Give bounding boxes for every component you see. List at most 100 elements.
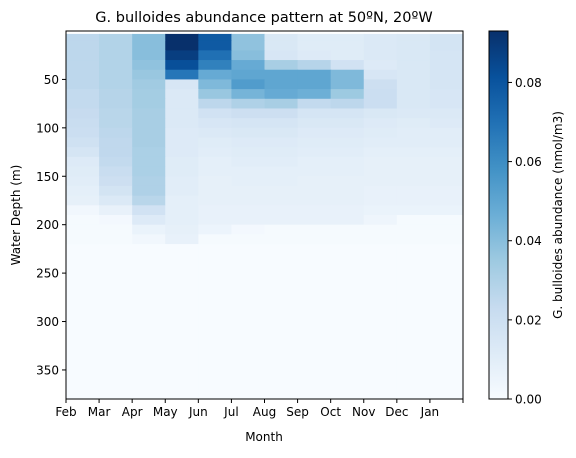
heatmap-cell — [297, 40, 332, 51]
heatmap-cell — [99, 147, 133, 158]
heatmap-cell — [297, 118, 332, 129]
heatmap-cell — [396, 195, 431, 206]
heatmap-cell — [330, 215, 365, 226]
heatmap-cell — [165, 224, 199, 235]
heatmap-cell — [429, 33, 464, 42]
heatmap-cell — [231, 156, 266, 168]
heatmap-cell — [165, 215, 199, 226]
heatmap-cell — [231, 195, 266, 206]
x-tick-label: Jul — [223, 405, 238, 419]
heatmap-cell — [264, 118, 299, 129]
heatmap-cell — [165, 79, 199, 90]
x-tick-label: Mar — [88, 405, 111, 419]
heatmap-cell — [231, 69, 266, 81]
heatmap-cell — [330, 244, 365, 400]
heatmap-cell — [363, 137, 398, 148]
heatmap-cell — [165, 118, 199, 129]
heatmap-cell — [165, 176, 199, 187]
heatmap-cell — [66, 147, 100, 158]
heatmap-cell — [165, 40, 199, 51]
heatmap-cell — [99, 156, 133, 168]
colorbar-tick-label: 0.02 — [515, 313, 542, 327]
heatmap-cell — [330, 127, 365, 139]
heatmap-cell — [429, 244, 464, 400]
heatmap-cell — [396, 118, 431, 129]
colorbar-tick-label: 0.08 — [515, 76, 542, 90]
y-tick-label: 300 — [36, 315, 59, 329]
heatmap-cell — [99, 89, 133, 100]
heatmap-cell — [231, 166, 266, 177]
heatmap-cell — [396, 224, 431, 235]
x-tick-label: Feb — [55, 405, 76, 419]
heatmap-cell — [231, 118, 266, 129]
heatmap-cell — [132, 156, 166, 168]
heatmap-cell — [198, 40, 233, 51]
heatmap-cell — [264, 79, 299, 90]
heatmap-cell — [165, 60, 199, 71]
heatmap-cell — [165, 127, 199, 139]
heatmap-cell — [429, 166, 464, 177]
x-tick-label: Apr — [122, 405, 143, 419]
heatmap-cell — [132, 195, 166, 206]
heatmap-cell — [132, 33, 166, 42]
heatmap-cell — [66, 69, 100, 81]
heatmap-cell — [132, 60, 166, 71]
x-tick-label: Jan — [420, 405, 440, 419]
heatmap-cell — [66, 118, 100, 129]
heatmap-cell — [198, 108, 233, 119]
heatmap-cell — [99, 79, 133, 90]
y-tick-label: 150 — [36, 170, 59, 184]
heatmap-cell — [99, 50, 133, 61]
heatmap-cell — [198, 79, 233, 90]
heatmap-cell — [297, 108, 332, 119]
heatmap-cell — [363, 40, 398, 51]
heatmap-cell — [132, 89, 166, 100]
heatmap-cell — [165, 156, 199, 168]
heatmap-cell — [363, 60, 398, 71]
heatmap-cell — [396, 244, 431, 400]
heatmap-cell — [264, 89, 299, 100]
heatmap-cell — [198, 118, 233, 129]
heatmap-cell — [132, 215, 166, 226]
heatmap-cell — [165, 108, 199, 119]
heatmap-cell — [396, 234, 431, 245]
heatmap-cell — [264, 224, 299, 235]
heatmap-cell — [429, 89, 464, 100]
heatmap-cell — [363, 166, 398, 177]
heatmap-cell — [132, 147, 166, 158]
heatmap-cell — [132, 50, 166, 61]
heatmap-cell — [132, 137, 166, 148]
heatmap-cell — [396, 166, 431, 177]
heatmap-cell — [429, 224, 464, 235]
colorbar-axis: 0.00 0.02 0.04 0.06 0.08 — [508, 76, 542, 407]
heatmap-cell — [66, 79, 100, 90]
heatmap-cell — [330, 156, 365, 168]
heatmap-cell — [297, 137, 332, 148]
heatmap-cell — [198, 234, 233, 245]
heatmap-cell — [165, 69, 199, 81]
heatmap-cell — [330, 60, 365, 71]
chart-title: G. bulloides abundance pattern at 50ºN, … — [95, 10, 432, 26]
heatmap-cell — [198, 195, 233, 206]
y-tick-label: 50 — [44, 73, 59, 87]
heatmap-cell — [429, 215, 464, 226]
heatmap-cell — [231, 176, 266, 187]
heatmap-cell — [99, 108, 133, 119]
heatmap-cell — [264, 60, 299, 71]
heatmap-cell — [297, 244, 332, 400]
heatmap-cell — [429, 118, 464, 129]
heatmap-cell — [297, 234, 332, 245]
heatmap-cell — [330, 98, 365, 110]
heatmap-cell — [231, 185, 266, 197]
heatmap-cell — [264, 33, 299, 42]
heatmap-cell — [165, 137, 199, 148]
heatmap-cell — [396, 147, 431, 158]
heatmap-cell — [297, 50, 332, 61]
heatmap-cell — [429, 234, 464, 245]
heatmap-cell — [330, 79, 365, 90]
heatmap-cell — [66, 234, 100, 245]
heatmap-cell — [363, 205, 398, 216]
heatmap-cell — [330, 205, 365, 216]
heatmap-cell — [198, 33, 233, 42]
heatmap-cell — [297, 195, 332, 206]
